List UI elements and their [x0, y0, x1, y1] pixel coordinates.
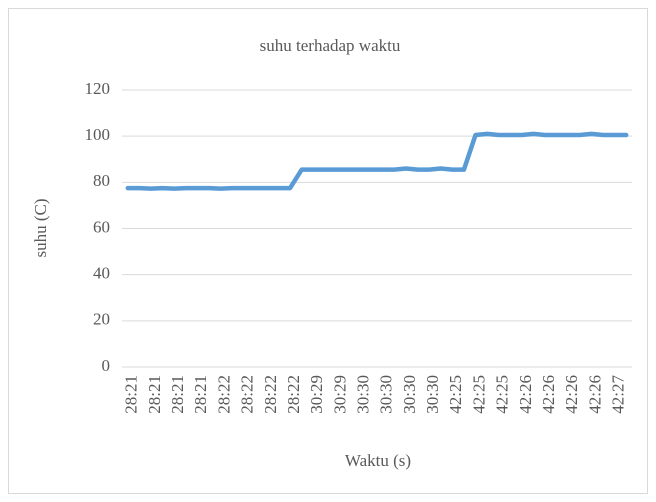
x-tick-label: 42:26 [562, 375, 581, 414]
x-axis-label: Waktu (s) [345, 451, 411, 470]
x-tick-label: 28:22 [214, 375, 233, 414]
chart-title: suhu terhadap waktu [260, 36, 401, 55]
data-line [125, 131, 629, 191]
x-tick-label: 42:25 [493, 375, 512, 414]
x-tick-label: 28:21 [122, 375, 141, 414]
x-tick-label: 28:22 [261, 375, 280, 414]
x-tick-label: 30:29 [307, 375, 326, 414]
x-tick-label: 42:25 [469, 375, 488, 414]
x-tick-label: 42:26 [585, 375, 604, 414]
x-tick-label: 30:30 [400, 375, 419, 414]
x-tick-label: 42:26 [516, 375, 535, 414]
y-tick-label: 80 [93, 171, 110, 190]
y-tick-label: 60 [93, 217, 110, 236]
y-tick-label: 100 [85, 125, 111, 144]
x-tick-label: 42:27 [609, 375, 628, 414]
y-tick-label: 120 [85, 79, 111, 98]
x-tick-label: 30:30 [423, 375, 442, 414]
x-tick-label: 30:29 [330, 375, 349, 414]
y-tick-label: 40 [93, 264, 110, 283]
x-tick-label: 28:21 [145, 375, 164, 414]
x-tick-label: 28:22 [284, 375, 303, 414]
x-tick-label: 28:21 [168, 375, 187, 414]
y-axis-label: suhu (C) [31, 198, 50, 257]
y-tick-label: 0 [102, 356, 111, 375]
x-tick-label: 28:22 [238, 375, 257, 414]
x-tick-label: 30:30 [354, 375, 373, 414]
y-tick-label: 20 [93, 310, 110, 329]
x-tick-label: 42:26 [539, 375, 558, 414]
chart-border [8, 8, 648, 494]
x-tick-label: 30:30 [377, 375, 396, 414]
x-tick-label: 42:25 [446, 375, 465, 414]
x-tick-label: 28:21 [191, 375, 210, 414]
